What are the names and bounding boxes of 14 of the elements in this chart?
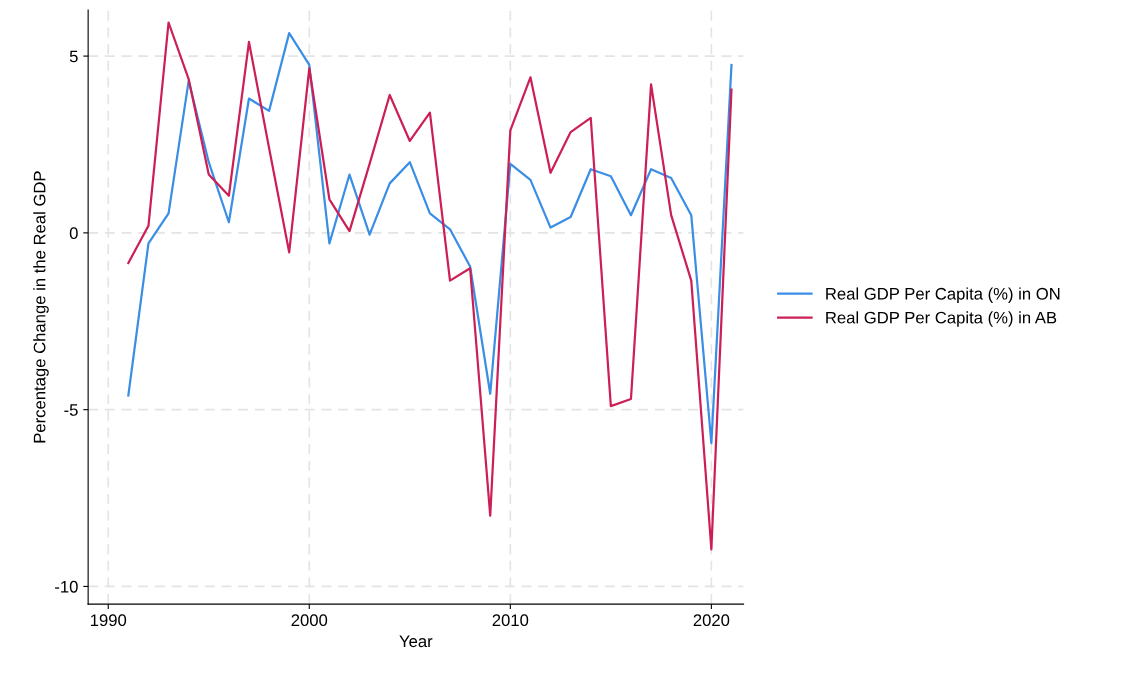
x-axis-title: Year [399,635,433,648]
y-tick-label: 0 [69,227,78,240]
y-axis-title: Percentage Change in the Real GDP [33,171,49,443]
line-series [127,32,733,445]
x-tick-label: 2000 [291,614,328,627]
y-tick-label: 5 [69,50,78,63]
legend-label: Real GDP Per Capita (%) in ON [826,287,1060,303]
y-tick-label: -5 [64,404,78,416]
y-tick-label: -10 [55,580,78,593]
x-tick-label: 2020 [693,614,730,627]
x-tick-label: 1990 [90,614,127,627]
x-tick-label: 2010 [492,614,529,627]
legend-label: Real GDP Per Capita (%) in AB [826,311,1057,327]
line-series [127,21,733,551]
